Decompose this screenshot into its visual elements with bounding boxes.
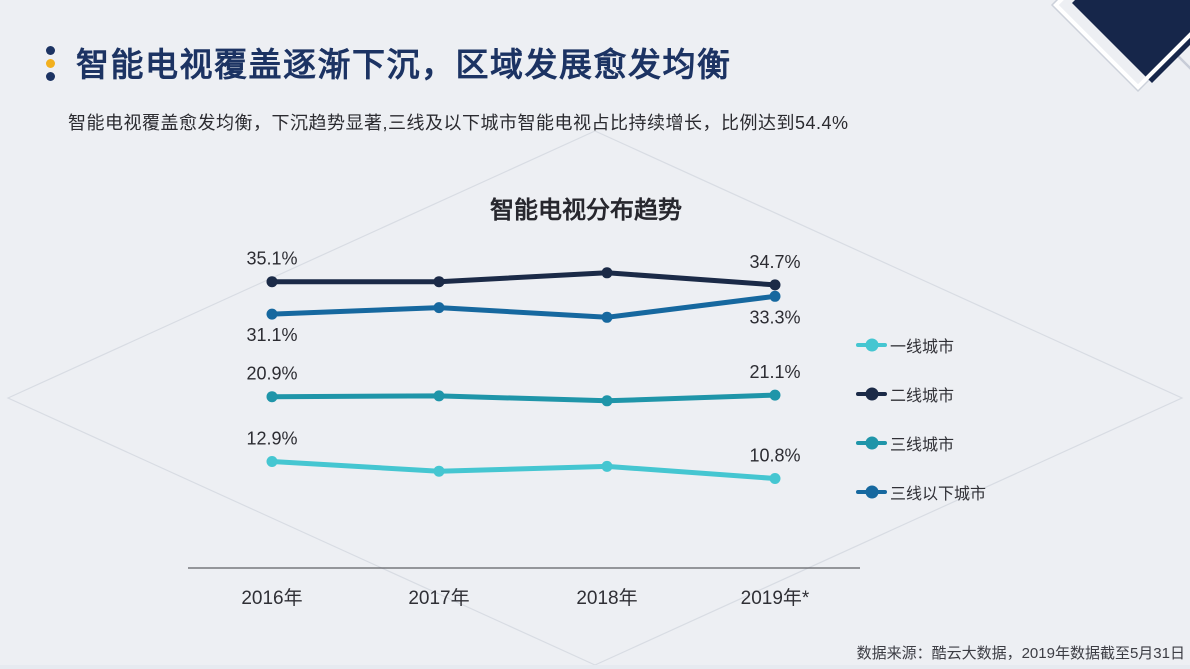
series-line-below-tier3 <box>269 293 778 320</box>
series-line-tier1 <box>269 459 778 481</box>
legend-label-tier3: 三线城市 <box>890 437 955 454</box>
legend-marker-dot-tier1 <box>865 338 878 352</box>
legend-item-tier1: 一线城市 <box>856 334 986 356</box>
series-point-label-below-tier3-0: 31.1% <box>246 325 297 345</box>
series-point-below-tier3-1 <box>433 302 445 314</box>
series-point-label-below-tier3-3: 33.3% <box>749 307 800 327</box>
series-point-label-tier2-0: 35.1% <box>246 249 297 269</box>
legend-item-tier3: 三线城市 <box>856 432 986 454</box>
series-point-tier3-1 <box>433 390 445 402</box>
series-point-below-tier3-2 <box>601 311 613 323</box>
legend-label-tier2: 二线城市 <box>890 388 955 405</box>
series-point-tier2-1 <box>433 276 445 288</box>
corner-diamond-outline-right <box>1128 0 1190 70</box>
x-axis-label-2019: 2019年* <box>741 587 810 609</box>
series-point-label-tier2-3: 34.7% <box>749 252 800 272</box>
corner-diamond-outline-white <box>1053 0 1190 90</box>
chart-legend: 一线城市二线城市三线城市三线以下城市 <box>856 334 986 530</box>
x-axis-label-2016: 2016年 <box>241 587 302 609</box>
series-point-label-tier1-3: 10.8% <box>749 446 800 466</box>
series-point-label-tier3-3: 21.1% <box>749 362 800 382</box>
series-line-tier2 <box>269 270 778 288</box>
series-point-below-tier3-0 <box>266 308 278 320</box>
legend-marker-tier3 <box>856 436 887 450</box>
series-line-tier3 <box>269 392 778 404</box>
series-point-tier3-2 <box>601 395 613 407</box>
legend-marker-tier1 <box>856 338 887 352</box>
series-point-tier3-0 <box>266 391 278 403</box>
series-point-label-tier1-0: 12.9% <box>246 429 297 449</box>
chart-title: 智能电视分布趋势 <box>490 197 682 224</box>
corner-diamond-outline-gray <box>1050 0 1190 93</box>
legend-label-tier1: 一线城市 <box>890 339 955 356</box>
series-point-tier1-1 <box>433 465 445 477</box>
x-axis-label-2018: 2018年 <box>576 587 637 609</box>
data-source-note: 数据来源：酷云大数据，2019年数据截至5月31日 <box>856 645 1185 662</box>
title-bullet-dot-middle <box>46 59 55 68</box>
legend-marker-below-tier3 <box>856 485 887 499</box>
watermark-diamond <box>6 130 1184 666</box>
page-title: 智能电视覆盖逐渐下沉，区域发展愈发均衡 <box>76 46 732 83</box>
title-bullet-dot-bottom <box>46 72 55 81</box>
legend-marker-dot-tier2 <box>865 387 878 401</box>
bottom-edge-strip <box>0 665 1190 669</box>
legend-label-below-tier3: 三线以下城市 <box>890 486 987 503</box>
subtitle: 智能电视覆盖愈发均衡，下沉趋势显著,三线及以下城市智能电视占比持续增长，比例达到… <box>68 113 849 133</box>
legend-item-below-tier3: 三线以下城市 <box>856 481 986 503</box>
title-bullet-dot-top <box>46 46 55 55</box>
series-point-tier2-2 <box>601 267 613 279</box>
series-point-tier2-0 <box>266 276 278 288</box>
series-point-tier1-0 <box>266 456 278 467</box>
legend-marker-dot-below-tier3 <box>865 485 878 499</box>
series-point-below-tier3-3 <box>769 290 781 302</box>
x-axis-label-2017: 2017年 <box>408 587 469 609</box>
series-point-tier3-3 <box>769 389 781 401</box>
legend-marker-dot-tier3 <box>865 436 878 450</box>
series-point-tier1-2 <box>601 460 613 472</box>
legend-marker-tier2 <box>856 387 887 401</box>
series-point-tier1-3 <box>769 473 781 484</box>
series-point-label-tier3-0: 20.9% <box>246 364 297 384</box>
series-point-tier2-3 <box>769 279 781 291</box>
legend-item-tier2: 二线城市 <box>856 383 986 405</box>
